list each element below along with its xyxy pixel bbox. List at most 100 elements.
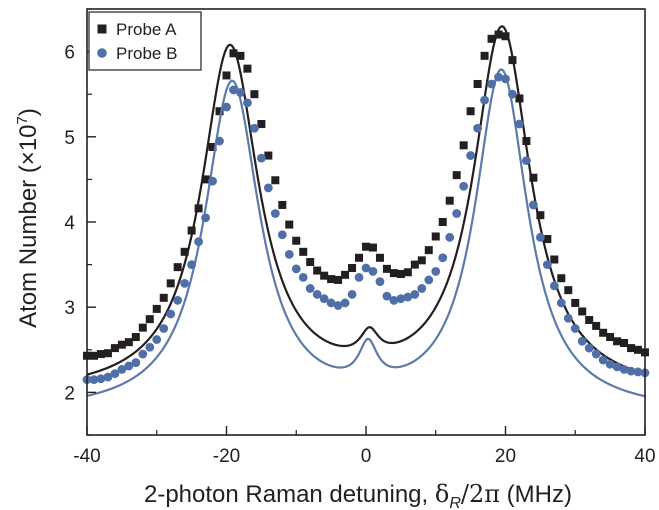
data-point bbox=[389, 295, 399, 305]
data-point bbox=[473, 79, 482, 88]
data-point bbox=[557, 274, 566, 283]
data-point bbox=[577, 336, 587, 346]
data-point bbox=[215, 136, 224, 146]
data-point bbox=[250, 90, 259, 99]
legend: Probe A Probe B bbox=[88, 11, 202, 71]
y-title-main: Atom Number ( bbox=[15, 165, 42, 328]
data-point bbox=[591, 349, 601, 359]
data-point bbox=[187, 226, 196, 235]
y-tick-label: 6 bbox=[64, 43, 75, 64]
data-point bbox=[382, 291, 392, 301]
data-point bbox=[166, 279, 175, 288]
data-point bbox=[229, 85, 238, 95]
data-point bbox=[263, 183, 273, 193]
data-point bbox=[257, 120, 266, 129]
x-title-prefix: 2-photon Raman detuning, bbox=[144, 481, 435, 508]
data-point bbox=[542, 260, 552, 269]
data-point bbox=[605, 359, 615, 369]
data-point bbox=[347, 290, 357, 299]
data-point bbox=[578, 307, 587, 316]
data-point bbox=[208, 143, 217, 152]
data-point bbox=[592, 321, 601, 330]
legend-marker bbox=[97, 48, 107, 58]
data-point bbox=[522, 156, 531, 166]
data-point bbox=[508, 56, 517, 65]
data-point bbox=[124, 338, 133, 347]
data-point bbox=[96, 350, 105, 359]
y-title-base: 10 bbox=[15, 124, 42, 151]
data-point bbox=[145, 315, 154, 324]
y-title-close: ) bbox=[15, 108, 42, 116]
data-point bbox=[138, 323, 147, 332]
x-title-delta: δ bbox=[435, 480, 449, 508]
data-point bbox=[494, 72, 503, 82]
x-title-pi: π bbox=[484, 480, 500, 508]
data-point bbox=[438, 218, 447, 226]
data-point bbox=[236, 88, 245, 97]
data-point bbox=[222, 71, 231, 80]
data-point bbox=[480, 95, 489, 105]
data-point bbox=[348, 264, 357, 273]
data-point bbox=[341, 270, 350, 279]
x-axis-title: 2-photon Raman detuning, δR/2π (MHz) bbox=[144, 480, 572, 510]
x-title-unit: (MHz) bbox=[500, 481, 572, 508]
data-point bbox=[613, 337, 622, 346]
data-point bbox=[173, 263, 182, 272]
data-point bbox=[208, 176, 217, 186]
data-point bbox=[277, 230, 287, 240]
data-point bbox=[417, 256, 426, 265]
data-point bbox=[124, 361, 134, 371]
data-point bbox=[375, 253, 384, 262]
data-point bbox=[619, 364, 629, 374]
data-point bbox=[110, 344, 119, 353]
data-point bbox=[627, 344, 636, 353]
data-point bbox=[452, 171, 461, 180]
data-point bbox=[515, 119, 524, 129]
data-point bbox=[103, 372, 113, 382]
y-title-times: × bbox=[15, 151, 42, 165]
data-point bbox=[620, 338, 629, 347]
data-point bbox=[626, 366, 636, 376]
data-point bbox=[354, 272, 364, 282]
data-point bbox=[306, 258, 315, 267]
data-point bbox=[215, 107, 224, 116]
data-point bbox=[270, 209, 280, 218]
data-point bbox=[550, 255, 559, 264]
data-point bbox=[222, 102, 231, 112]
data-point bbox=[389, 269, 398, 278]
data-point bbox=[131, 358, 141, 367]
y-axis-title: Atom Number (×107) bbox=[14, 108, 42, 328]
data-point bbox=[110, 369, 120, 379]
data-point bbox=[424, 246, 433, 255]
data-point bbox=[612, 362, 622, 372]
data-point bbox=[549, 281, 559, 291]
data-point bbox=[445, 232, 455, 242]
data-point bbox=[236, 51, 245, 60]
data-point bbox=[180, 247, 189, 256]
data-point bbox=[403, 268, 412, 277]
x-title-mid: /2 bbox=[461, 480, 484, 508]
x-tick-label: 40 bbox=[634, 446, 655, 467]
data-point bbox=[459, 141, 468, 150]
data-point bbox=[256, 153, 266, 163]
data-point bbox=[152, 304, 161, 313]
data-point bbox=[633, 367, 643, 377]
data-point bbox=[480, 51, 489, 60]
data-point bbox=[103, 349, 112, 358]
data-point bbox=[585, 315, 594, 324]
data-point bbox=[529, 200, 538, 210]
data-point bbox=[487, 34, 496, 43]
data-point bbox=[159, 293, 168, 302]
data-point bbox=[431, 267, 441, 276]
data-point bbox=[138, 349, 148, 359]
data-point bbox=[536, 211, 545, 220]
data-point bbox=[494, 30, 503, 39]
data-point bbox=[152, 335, 162, 344]
data-point bbox=[298, 272, 308, 282]
data-point bbox=[243, 98, 252, 108]
x-tick-label: -40 bbox=[73, 446, 100, 467]
data-point bbox=[312, 290, 322, 299]
data-point bbox=[571, 298, 580, 307]
data-point bbox=[271, 176, 280, 185]
